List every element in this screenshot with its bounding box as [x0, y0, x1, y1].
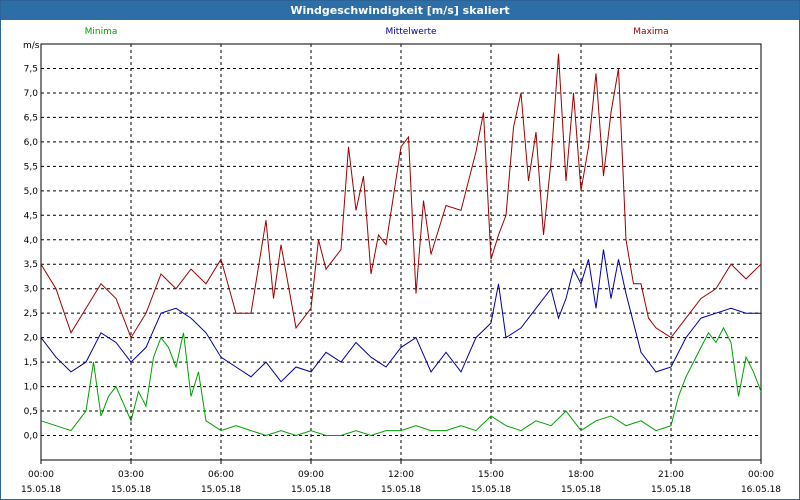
wind-speed-chart: 0,0 0,5 1,0 1,5 2,0 2,5 3,0 3,5 4,0 4,5 5,0 5,5 6,0 6…: [21, 27, 781, 495]
y-tick-label: 2,5: [24, 309, 38, 319]
x-tick-date-label: 15.05.18: [651, 485, 691, 495]
x-tick-time-label: 00:00: [748, 470, 774, 480]
y-tick-label: 1,5: [24, 358, 38, 368]
y-tick-label: 7,0: [24, 89, 39, 99]
legend: Minima Mittelwerte Maxima: [85, 27, 669, 37]
y-tick-label: 5,5: [24, 162, 38, 172]
y-tick-label: 2,0: [24, 334, 39, 344]
x-axis-ticks: 00:00 15.05.18 03:00 15.05.18 06:00 15.05.18 0…: [21, 460, 781, 495]
x-tick-time-label: 15:00: [478, 470, 504, 480]
y-tick-label: 5,0: [24, 187, 39, 197]
x-tick-date-label: 15.05.18: [471, 485, 511, 495]
y-axis-ticks: 0,0 0,5 1,0 1,5 2,0 2,5 3,0 3,5 4,0 4,5 5,0 5,5 6,0 6…: [24, 64, 39, 441]
x-tick-date-label: 15.05.18: [201, 485, 241, 495]
x-tick-date-label: 15.05.18: [291, 485, 331, 495]
y-tick-label: 0,0: [24, 432, 39, 442]
y-tick-label: 4,0: [24, 236, 39, 246]
x-tick-time-label: 00:00: [28, 470, 54, 480]
y-tick-label: 3,0: [24, 285, 39, 295]
series-lines: [40, 53, 762, 437]
window-title: Windgeschwindigkeit [m/s] skaliert: [1, 1, 799, 20]
x-tick-date-label: 15.05.18: [21, 485, 61, 495]
legend-maxima: Maxima: [633, 27, 668, 37]
y-tick-label: 3,5: [24, 260, 38, 270]
plot-area: [40, 43, 762, 461]
legend-minima: Minima: [85, 27, 118, 37]
y-tick-label: 6,5: [24, 113, 38, 123]
horizontal-grid: [41, 67, 761, 437]
legend-mittelwerte: Mittelwerte: [385, 27, 436, 37]
x-tick-date-label: 15.05.18: [111, 485, 151, 495]
x-tick-time-label: 12:00: [388, 470, 414, 480]
y-tick-label: 0,5: [24, 407, 38, 417]
series-line-minima: [40, 326, 762, 437]
y-tick-label: 7,5: [24, 64, 38, 74]
x-tick-date-label: 15.05.18: [561, 485, 601, 495]
x-tick-time-label: 18:00: [568, 470, 594, 480]
x-tick-time-label: 21:00: [658, 470, 684, 480]
series-line-mittelwerte: [40, 249, 761, 383]
y-tick-label: 4,5: [24, 211, 38, 221]
y-axis-unit-label: m/s: [23, 41, 40, 51]
x-tick-time-label: 06:00: [208, 470, 234, 480]
x-tick-date-label: 15.05.18: [381, 485, 421, 495]
x-tick-date-label: 16.05.18: [741, 485, 781, 495]
x-tick-time-label: 03:00: [118, 470, 144, 480]
y-tick-label: 6,0: [24, 138, 39, 148]
series-line-maxima: [40, 53, 762, 339]
x-tick-time-label: 09:00: [298, 470, 324, 480]
y-tick-label: 1,0: [24, 383, 39, 393]
